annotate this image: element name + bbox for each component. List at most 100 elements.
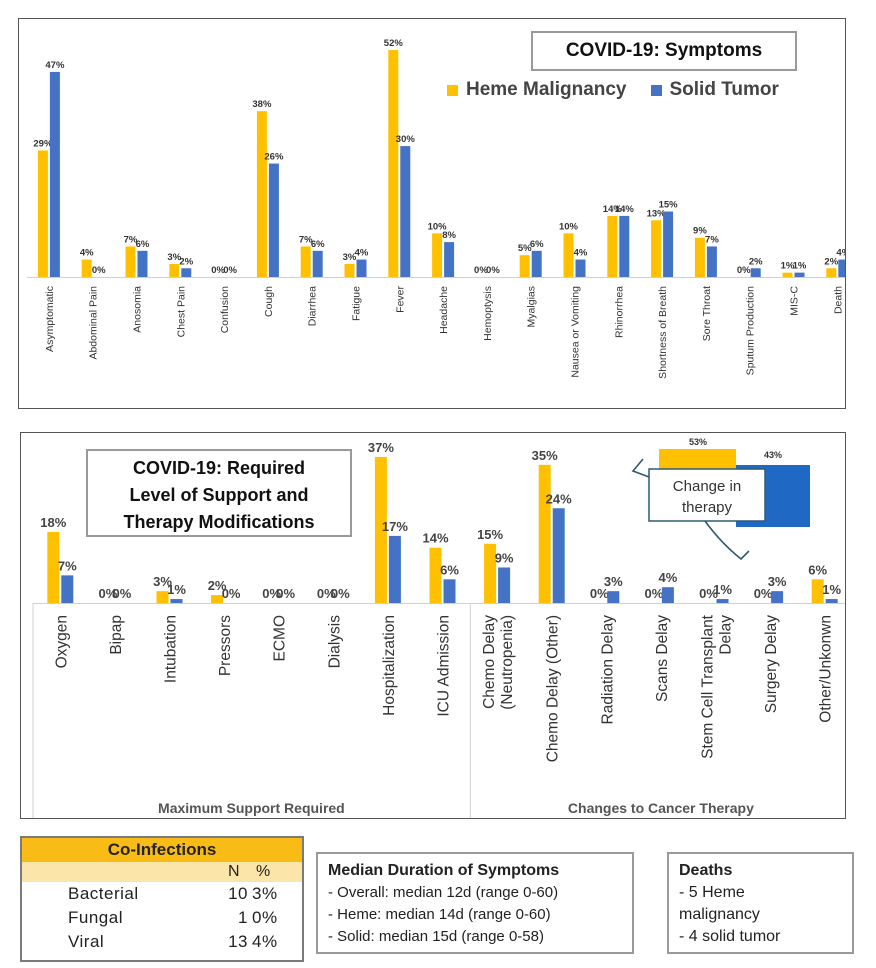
median-duration-line: - Heme: median 14d (range 0-60) [328, 906, 551, 923]
category-label: Hemoptysis [482, 286, 494, 341]
bar-heme [432, 233, 443, 277]
category-label: Shortness of Breath [657, 286, 669, 379]
category-label: Other/Unkonwn [818, 615, 835, 723]
callout-text: Change in [673, 478, 741, 495]
deaths-line: malignancy [679, 906, 760, 923]
coinfections-row: Fungal 1 0% [22, 906, 302, 930]
bar-solid [575, 259, 586, 277]
median-duration-box: Median Duration of Symptoms - Overall: m… [316, 852, 634, 954]
data-label: 3% [768, 574, 787, 589]
bar-heme [651, 220, 662, 277]
data-label: 14% [615, 204, 635, 215]
category-label: Confusion [219, 286, 231, 333]
bar-heme [156, 591, 169, 603]
category-label: Oxygen [53, 615, 70, 668]
data-label: 0% [737, 265, 751, 276]
callout-mask [639, 433, 845, 439]
legend-solid-label: Solid Tumor [669, 79, 779, 100]
category-label: MIS-C [789, 286, 801, 316]
bar-heme [811, 579, 824, 603]
data-label: 0% [590, 586, 609, 601]
bar-solid [170, 599, 183, 603]
bar-solid [400, 146, 411, 277]
data-label: 10% [559, 221, 579, 232]
data-label: 0% [317, 586, 336, 601]
data-label: 7% [299, 234, 313, 245]
support-chart-title: COVID-19: Required Level of Support and … [86, 449, 352, 537]
data-label: 10% [428, 221, 448, 232]
bar-solid [552, 508, 565, 603]
data-label: 0% [222, 586, 241, 601]
coinfections-row: Viral 13 4% [22, 930, 302, 954]
legend-solid-swatch [650, 84, 662, 96]
data-label: 35% [532, 448, 558, 463]
data-label: 30% [396, 134, 416, 145]
category-label: Chemo Delay (Other) [545, 615, 562, 762]
data-label: 15% [659, 200, 679, 211]
data-label: 0% [754, 586, 773, 601]
data-label: 9% [495, 550, 514, 565]
category-label: Nausea or Vomiting [570, 286, 582, 378]
bar-solid [444, 242, 455, 277]
data-label: 3% [167, 252, 181, 263]
bar-heme [826, 268, 837, 277]
category-label: Hospitalization [381, 615, 398, 716]
bar-solid [607, 591, 620, 603]
bar-solid [794, 272, 805, 277]
coinfections-title: Co-Infections [22, 838, 302, 862]
data-label: 17% [382, 519, 408, 534]
data-label: 13% [647, 208, 667, 219]
data-label: 0% [223, 265, 237, 276]
coinfection-n: 1 [238, 908, 248, 927]
data-label: 24% [546, 491, 572, 506]
bar-solid [771, 591, 784, 603]
bar-solid [661, 587, 674, 603]
coinfection-n: 10 [228, 884, 248, 903]
category-label: Delay [718, 615, 735, 655]
data-label: 6% [530, 239, 544, 250]
median-duration-line: - Solid: median 15d (range 0-58) [328, 928, 544, 945]
category-label: Intubation [163, 615, 180, 683]
category-label: Radiation Delay [599, 615, 616, 725]
symptoms-chart-title: COVID-19: Symptoms [531, 31, 797, 71]
data-label: 4% [836, 248, 845, 259]
category-label: Bipap [108, 615, 125, 655]
bar-solid [750, 268, 761, 277]
data-label: 6% [136, 239, 150, 250]
data-label: 18% [40, 515, 66, 530]
coinfection-name: Bacterial [68, 884, 139, 903]
support-title-line-2: Level of Support and [129, 485, 309, 505]
data-label: 0% [331, 586, 350, 601]
data-label: 2% [208, 578, 227, 593]
callout-label-solid: 43% [764, 450, 782, 460]
callout-label-heme: 53% [689, 437, 707, 447]
bar-heme [519, 255, 530, 277]
bar-heme [169, 263, 180, 277]
bar-solid [531, 250, 542, 277]
bar-heme [81, 259, 92, 277]
bar-heme [563, 233, 574, 277]
category-label: Scans Delay [654, 615, 671, 702]
bar-solid [706, 246, 717, 277]
bar-heme [484, 543, 497, 603]
category-label: Sputum Production [745, 286, 757, 375]
median-duration-title: Median Duration of Symptoms [328, 862, 560, 879]
bar-heme [211, 595, 224, 603]
data-label: 0% [276, 586, 295, 601]
coinfection-name: Fungal [68, 908, 123, 927]
coinfection-pct: 0% [252, 908, 278, 927]
bar-heme [256, 111, 267, 277]
coinfections-col-pct: % [256, 863, 271, 880]
bar-solid [388, 535, 401, 603]
category-label: Rhinorrhea [613, 286, 625, 338]
data-label: 0% [699, 586, 718, 601]
data-label: 0% [474, 265, 488, 276]
data-label: 14% [603, 204, 623, 215]
data-label: 0% [486, 265, 500, 276]
callout-arc [631, 458, 650, 478]
bar-solid [716, 599, 729, 603]
data-label: 1% [781, 261, 795, 272]
bar-heme [607, 215, 618, 277]
deaths-line: - 4 solid tumor [679, 928, 781, 945]
